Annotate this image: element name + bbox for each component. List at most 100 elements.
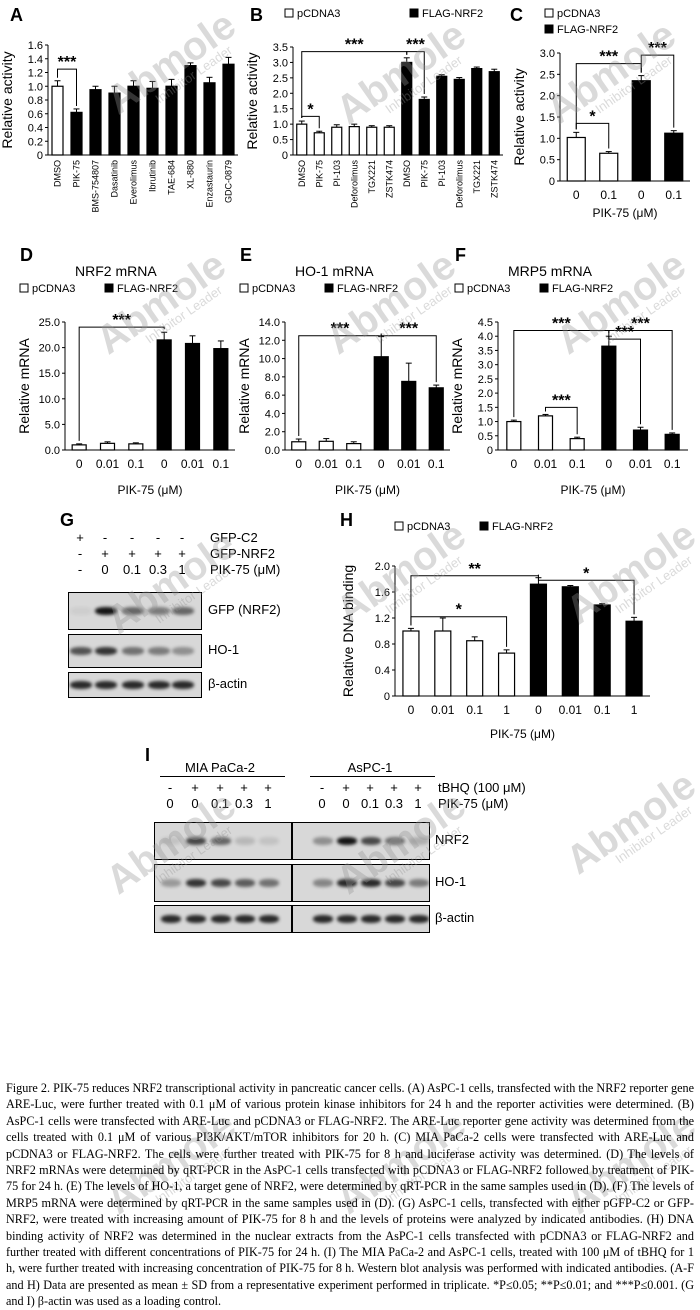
- blot-band: [122, 647, 144, 655]
- y-tick-label: 25.0: [39, 317, 60, 329]
- blot-band: [172, 681, 194, 689]
- significance-bracket: [575, 63, 642, 130]
- y-tick-label: 2.0: [540, 91, 555, 103]
- blot-condition-mark: -: [179, 530, 185, 545]
- y-tick-label: 2.5: [478, 374, 493, 386]
- y-tick-label: 0.5: [273, 135, 288, 147]
- significance-bracket: [406, 51, 425, 94]
- blot-condition-mark: 0.3: [148, 562, 168, 577]
- y-tick-label: 0.8: [375, 639, 390, 651]
- significance-bracket: [537, 574, 635, 615]
- bar: [291, 441, 307, 451]
- x-tick-label: PIK-75: [72, 160, 82, 188]
- blot-condition-mark: +: [366, 780, 374, 795]
- legend-label: FLAG-NRF2: [422, 8, 483, 20]
- western-blot-g: + - - - - GFP-C2- + + + + GFP-NRF2-0 0.1 0.3 1 PIK-75 …: [60, 530, 340, 720]
- y-tick-label: 10.0: [39, 394, 60, 406]
- blot-band: [172, 607, 194, 615]
- y-tick-label: 14.0: [259, 317, 280, 329]
- significance-bracket: [410, 616, 508, 647]
- legend-label: FLAG-NRF2: [492, 521, 553, 533]
- significance-label: ***: [599, 49, 618, 66]
- x-tick-label: 0.1: [127, 457, 144, 471]
- x-tick-label: 0.01: [629, 457, 653, 471]
- group-underline: [160, 776, 285, 777]
- blot-condition-mark: +: [342, 780, 350, 795]
- chart-panel-h: pCDNA3 FLAG-NRF2 0 0.4 0.8 1.2 1.6 2.0 Relative …: [340, 521, 650, 741]
- x-tick-label: PI-103: [437, 160, 447, 187]
- x-tick-label: 0.01: [181, 457, 205, 471]
- bar: [373, 356, 389, 451]
- blot-condition-mark: +: [414, 780, 422, 795]
- y-axis-label: Relative activity: [245, 52, 260, 149]
- bar: [383, 126, 395, 156]
- blot-band: [186, 879, 206, 887]
- blot-band: [361, 879, 381, 887]
- blot-condition-mark: +: [154, 546, 162, 561]
- y-tick-label: 3.0: [478, 360, 493, 372]
- blot-band: [211, 879, 231, 887]
- y-tick-label: 1.2: [28, 68, 43, 80]
- blot-band: [148, 647, 170, 655]
- blot-condition-mark: 1: [264, 796, 272, 811]
- significance-label: ***: [552, 392, 571, 409]
- x-tick-label: XL-880: [186, 160, 196, 189]
- blot-membrane: [154, 864, 292, 902]
- blot-condition-mark: -: [319, 780, 325, 795]
- group-underline: [310, 776, 435, 777]
- significance-label: ***: [552, 316, 571, 333]
- y-tick-label: 0.5: [478, 431, 493, 443]
- blot-band-label: β-actin: [208, 676, 248, 691]
- blot-membrane: [68, 672, 202, 698]
- legend-label: pCDNA3: [252, 283, 295, 295]
- bar: [51, 85, 64, 156]
- y-axis-label: Relative activity: [511, 68, 527, 165]
- y-tick-label: 1.4: [28, 54, 43, 66]
- legend-swatch: [539, 283, 549, 293]
- bar: [569, 438, 585, 451]
- y-tick-label: 2.0: [273, 88, 288, 100]
- blot-band: [172, 647, 194, 655]
- blot-band: [313, 837, 333, 845]
- x-tick-label: PI-103: [332, 160, 342, 187]
- bar: [222, 63, 235, 156]
- x-tick-label: Ibrutinib: [148, 160, 158, 192]
- blot-band-label: HO-1: [208, 642, 240, 657]
- blot-band: [70, 607, 92, 615]
- blot-condition-mark: +: [191, 780, 199, 795]
- blot-band-label: GFP (NRF2): [208, 602, 281, 617]
- y-tick-label: 0: [487, 445, 493, 457]
- blot-band: [95, 647, 117, 655]
- significance-bracket: [301, 51, 408, 119]
- legend-swatch: [544, 24, 554, 34]
- blot-condition-mark: 0: [318, 796, 326, 811]
- blot-condition-mark: 0: [191, 796, 199, 811]
- blot-membrane: [154, 905, 292, 933]
- x-tick-label: 0: [638, 188, 645, 202]
- significance-label: ***: [615, 324, 634, 341]
- blot-condition-mark: +: [76, 530, 84, 545]
- y-tick-label: 1.2: [375, 613, 390, 625]
- significance-label: **: [468, 561, 481, 578]
- blot-band: [186, 915, 206, 923]
- legend-swatch: [479, 521, 489, 531]
- x-tick-label: Deforolimus: [349, 160, 359, 209]
- panel-label-g: G: [60, 510, 75, 530]
- blot-band: [148, 607, 170, 615]
- legend-swatch: [239, 283, 249, 293]
- significance-bracket: [380, 333, 437, 383]
- y-tick-label: 15.0: [39, 368, 60, 380]
- blot-band: [361, 915, 381, 923]
- bar: [331, 126, 343, 156]
- y-tick-label: 1.5: [478, 402, 493, 414]
- significance-label: ***: [112, 312, 131, 329]
- blot-row-label: PIK-75 (μM): [210, 562, 281, 577]
- bar: [99, 442, 116, 451]
- blot-condition-mark: 0: [342, 796, 350, 811]
- x-tick-label: 0: [510, 457, 517, 471]
- chart-panel-f: MRP5 mRNA pCDNA3 FLAG-NRF2 0 0.5 1.0 1.5 2.0 2.5…: [450, 263, 688, 497]
- panel-label-b: B: [250, 5, 263, 25]
- bar: [632, 429, 649, 451]
